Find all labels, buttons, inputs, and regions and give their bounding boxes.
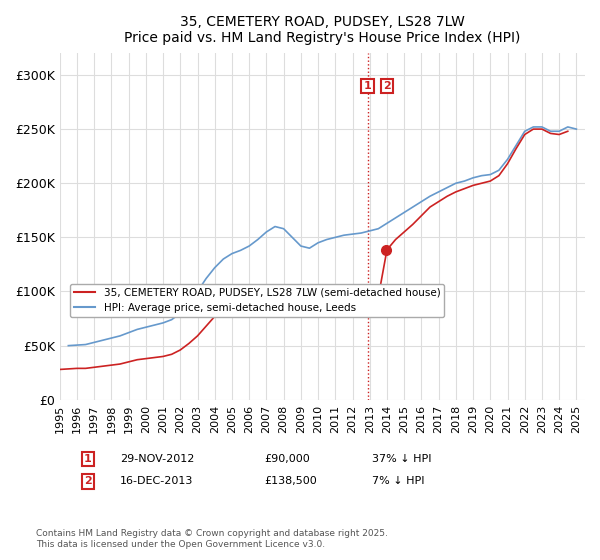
Text: 1: 1: [84, 454, 92, 464]
Text: 37% ↓ HPI: 37% ↓ HPI: [372, 454, 431, 464]
Title: 35, CEMETERY ROAD, PUDSEY, LS28 7LW
Price paid vs. HM Land Registry's House Pric: 35, CEMETERY ROAD, PUDSEY, LS28 7LW Pric…: [124, 15, 521, 45]
Text: 7% ↓ HPI: 7% ↓ HPI: [372, 477, 425, 487]
Text: 16-DEC-2013: 16-DEC-2013: [120, 477, 193, 487]
Text: Contains HM Land Registry data © Crown copyright and database right 2025.
This d: Contains HM Land Registry data © Crown c…: [36, 529, 388, 549]
Legend: 35, CEMETERY ROAD, PUDSEY, LS28 7LW (semi-detached house), HPI: Average price, s: 35, CEMETERY ROAD, PUDSEY, LS28 7LW (sem…: [70, 284, 445, 318]
Text: £138,500: £138,500: [264, 477, 317, 487]
Text: £90,000: £90,000: [264, 454, 310, 464]
Text: 29-NOV-2012: 29-NOV-2012: [120, 454, 194, 464]
Text: 2: 2: [84, 477, 92, 487]
Text: 2: 2: [383, 81, 391, 91]
Text: 1: 1: [364, 81, 371, 91]
